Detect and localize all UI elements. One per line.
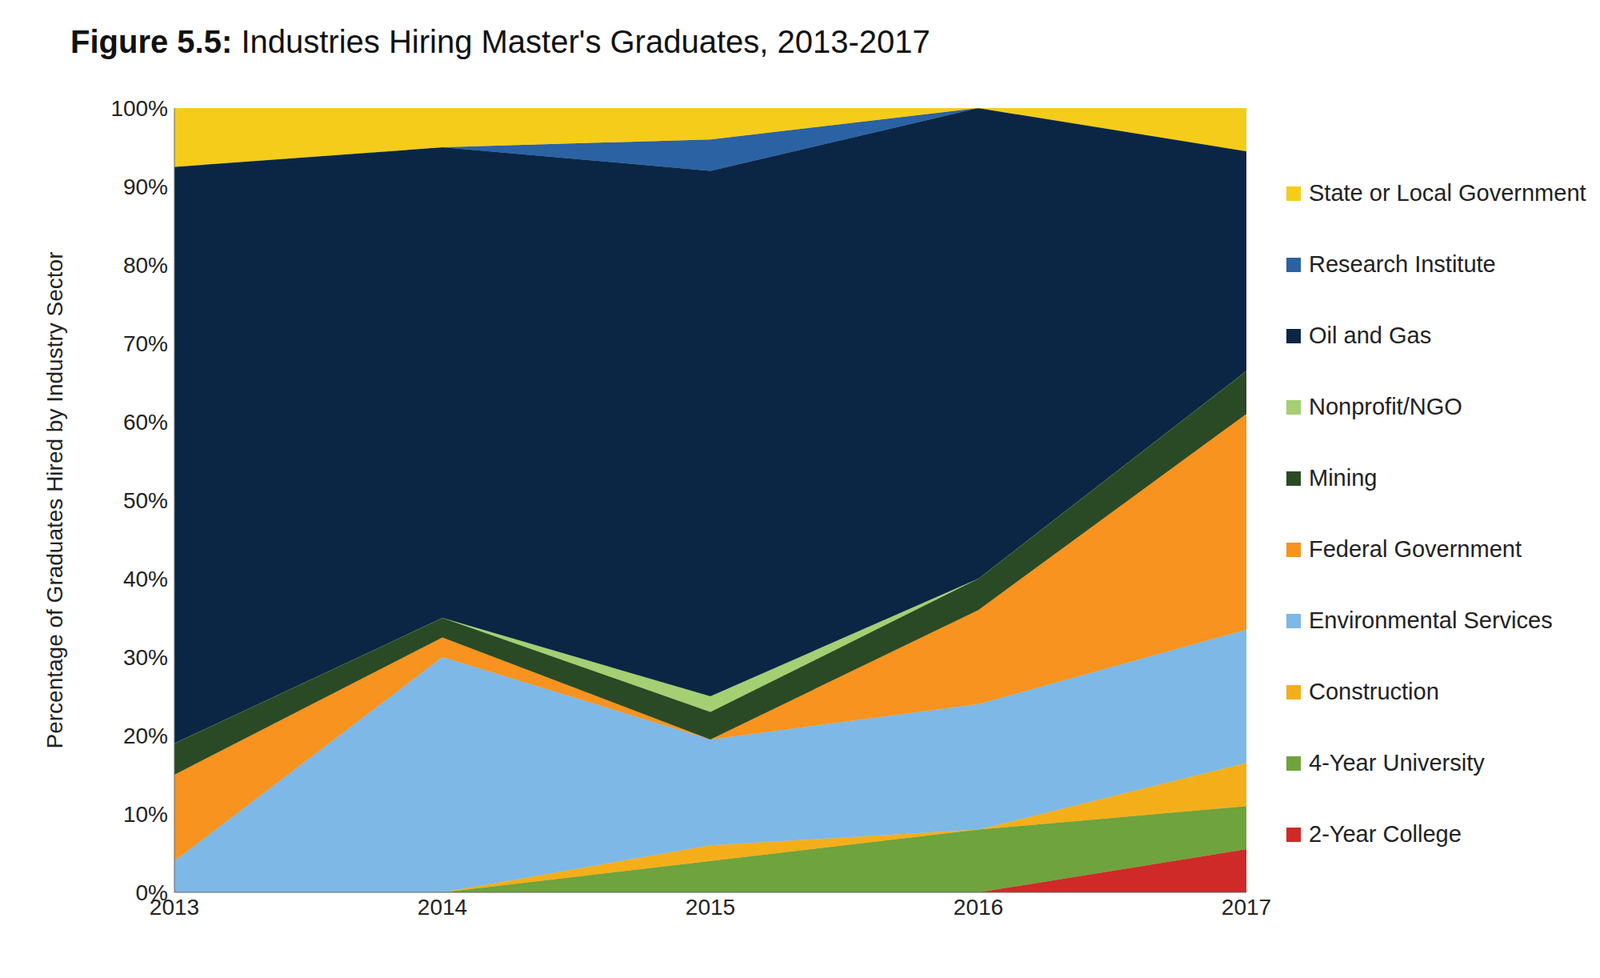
svg-text:0%: 0% [136,880,168,905]
svg-text:80%: 80% [123,252,168,278]
html-text:Environmental Services: Environmental Services [1308,607,1553,633]
svg-text:10%: 10% [123,801,168,827]
svg-text:2015: 2015 [685,894,736,920]
svg-text:60%: 60% [123,409,168,435]
svg-text:70%: 70% [123,331,168,356]
html-text:Construction: Construction [1308,678,1440,704]
html-text:Federal Government: Federal Government [1308,536,1522,562]
svg-text:100%: 100% [110,96,168,121]
html-text:Mining: Mining [1308,464,1378,491]
svg-text:2016: 2016 [953,894,1004,920]
html-text:State or Local Government: State or Local Government [1308,180,1587,206]
svg-text:2013: 2013 [149,894,200,920]
svg-text:Percentage of Graduates Hired: Percentage of Graduates Hired by Industr… [42,252,68,749]
html-text:Nonprofit/NGO: Nonprofit/NGO [1308,393,1463,420]
html-text:4-Year University: 4-Year University [1308,749,1485,776]
html-text:Oil and Gas: Oil and Gas [1308,322,1432,348]
svg-text:20%: 20% [123,723,168,748]
html-text:Figure 5.5: Industries Hiring: Figure 5.5: Industries Hiring Master's G… [70,24,931,60]
html-text:Research Institute: Research Institute [1308,251,1496,277]
svg-text:2014: 2014 [417,894,468,920]
svg-text:40%: 40% [123,566,168,592]
svg-text:90%: 90% [123,174,168,200]
html-text:2-Year College: 2-Year College [1308,820,1462,847]
svg-text:50%: 50% [123,488,168,513]
svg-text:2017: 2017 [1221,894,1272,920]
svg-text:30%: 30% [123,644,168,670]
